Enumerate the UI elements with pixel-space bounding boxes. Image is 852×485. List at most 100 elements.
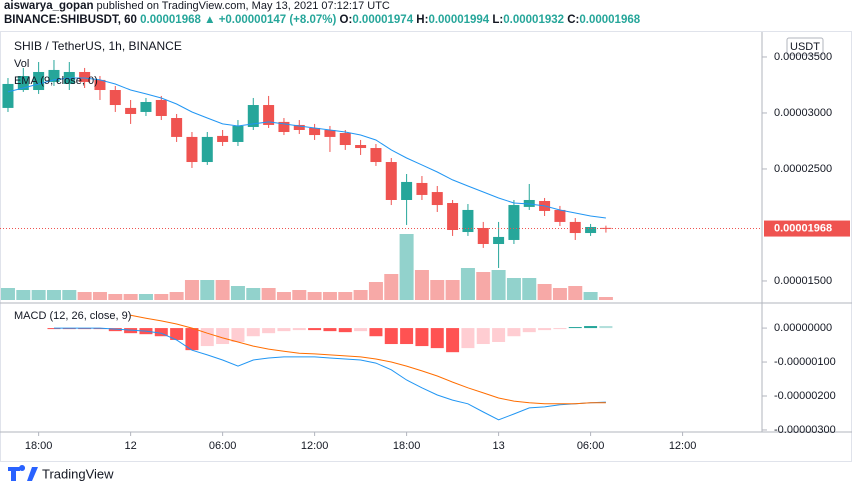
volume-bar <box>414 270 429 300</box>
volume-bar <box>123 294 138 300</box>
x-tick-label: 13 <box>492 440 504 452</box>
chart-title: SHIB / TetherUS, 1h, BINANCE <box>14 39 182 53</box>
volume-bar <box>154 294 169 300</box>
candle-body <box>447 203 459 231</box>
histogram-bar <box>538 328 552 331</box>
histogram-bar <box>323 328 337 332</box>
histogram-bar <box>124 328 138 334</box>
signal-line <box>130 314 606 405</box>
candle-body <box>401 181 413 200</box>
volume-bar <box>246 288 261 300</box>
histogram-bar <box>400 328 414 345</box>
candle-body <box>17 76 29 91</box>
volume-bar <box>568 286 583 300</box>
histogram-bar <box>231 328 245 342</box>
x-tick-label: 12:00 <box>669 440 697 452</box>
change: +0.00000147 (+8.07%) <box>219 14 337 26</box>
candle-body <box>569 221 581 234</box>
volume-bar <box>460 268 475 300</box>
candle-body <box>232 125 244 142</box>
candle-body <box>109 90 121 106</box>
histogram-bar <box>384 328 398 345</box>
histogram-bar <box>354 328 368 332</box>
author: aiswarya_gopan <box>4 0 93 12</box>
candle-body <box>217 135 229 142</box>
histogram-bar <box>262 328 276 334</box>
y-tick-label: 0.00000000 <box>774 322 832 334</box>
histogram-bar <box>415 328 429 347</box>
y-tick-label: 0.00001500 <box>774 275 832 287</box>
ema-label: EMA (9, close, 0) <box>14 75 98 87</box>
price-pane <box>0 59 613 300</box>
candle-body <box>600 227 612 229</box>
h-value: 0.00001994 <box>428 14 489 26</box>
y-tick-label: 0.00003500 <box>774 51 832 63</box>
volume-bar <box>16 290 31 300</box>
volume-bar <box>200 280 215 300</box>
y-tick-label: 0.00002500 <box>774 163 832 175</box>
currency-box[interactable] <box>786 37 824 56</box>
volume-bar <box>430 280 445 300</box>
histogram-bar <box>461 328 475 349</box>
symbol: BINANCE:SHIBUSDT, 60 <box>4 14 137 26</box>
volume-bar <box>522 278 537 300</box>
candle-body <box>585 226 597 234</box>
macd-line <box>54 327 606 421</box>
histogram-bar <box>338 328 352 333</box>
volume-bar <box>506 278 521 300</box>
volume-bar <box>184 280 199 300</box>
histogram-bar <box>568 327 582 329</box>
histogram-bar <box>292 328 306 331</box>
candle-body <box>370 148 382 163</box>
histogram-bar <box>476 328 490 345</box>
macd-label: MACD (12, 26, close, 9) <box>14 310 131 322</box>
x-tick-label: 12:00 <box>301 440 329 452</box>
x-tick-label: 06:00 <box>209 440 237 452</box>
histogram-bar <box>185 328 199 351</box>
candle-body <box>355 145 367 149</box>
candle-body <box>462 209 474 233</box>
candle-body <box>278 121 290 133</box>
candle-body <box>79 71 91 82</box>
volume-bar <box>399 234 414 300</box>
volume-bar <box>353 290 368 300</box>
h-label: H: <box>416 14 428 26</box>
histogram-bar <box>492 328 506 342</box>
c-value: 0.00001968 <box>579 14 640 26</box>
histogram-bar <box>47 328 61 330</box>
symbol-line: BINANCE:SHIBUSDT, 60 0.00001968 ▲ +0.000… <box>4 14 641 26</box>
candle-body <box>324 129 336 137</box>
histogram-bar <box>584 326 598 329</box>
volume-bar <box>338 292 353 300</box>
o-label: O: <box>340 14 353 26</box>
header-line: aiswarya_gopan published on TradingView.… <box>4 0 390 12</box>
histogram-bar <box>108 328 122 332</box>
brand: TradingView <box>42 466 114 481</box>
histogram-bar <box>308 328 322 331</box>
y-tick-label: -0.00000200 <box>774 390 836 402</box>
volume-bar <box>62 290 77 300</box>
candle-body <box>263 105 275 125</box>
candle-body <box>140 101 152 112</box>
last-price-label: 0.00001968 <box>774 222 832 234</box>
candle-body <box>293 124 305 130</box>
histogram-bar <box>246 328 260 337</box>
y-tick-label: -0.00000300 <box>774 424 836 436</box>
histogram-bar <box>507 328 521 337</box>
candle-body <box>247 105 259 127</box>
candle-body <box>94 79 106 91</box>
x-tick-label: 12 <box>125 440 137 452</box>
volume-bar <box>0 288 15 300</box>
y-tick-label: 0.00003000 <box>774 107 832 119</box>
candle-body <box>33 71 45 91</box>
volume-bar <box>476 272 491 300</box>
x-tick-label: 06:00 <box>577 440 605 452</box>
candle-body <box>385 162 397 200</box>
volume-bar <box>552 288 567 300</box>
volume-bar <box>384 274 399 300</box>
volume-bar <box>92 292 107 300</box>
candle-body <box>416 182 428 195</box>
histogram-bar <box>200 328 214 347</box>
o-value: 0.00001974 <box>352 14 413 26</box>
